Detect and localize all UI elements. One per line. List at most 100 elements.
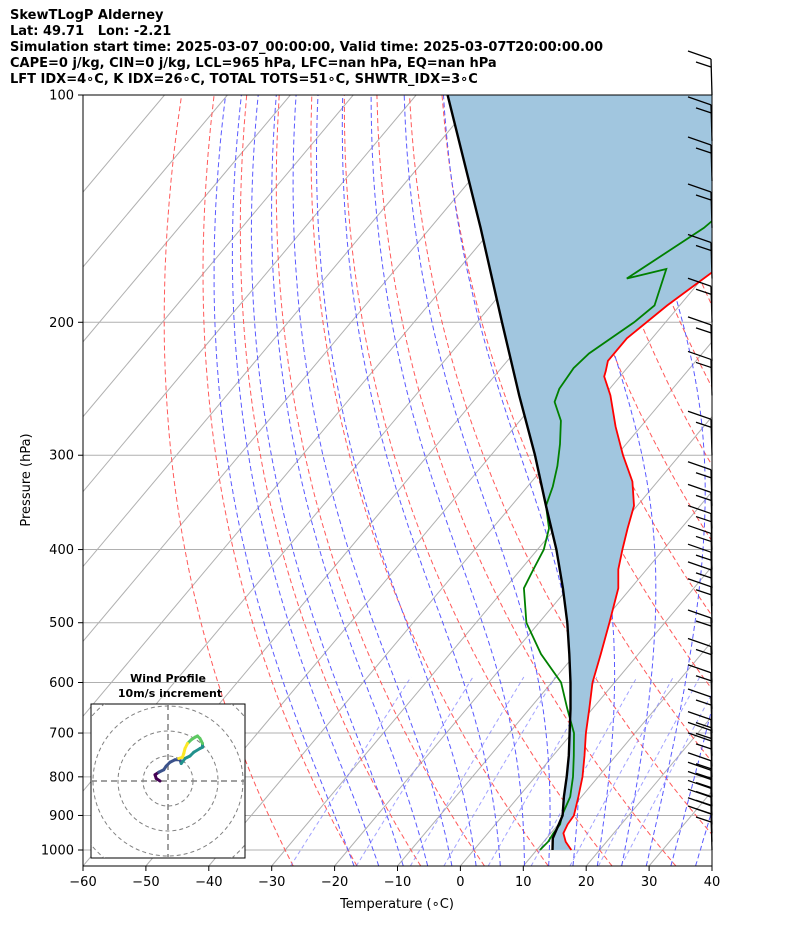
wind-barb bbox=[687, 136, 713, 182]
x-tick-label: −50 bbox=[132, 875, 159, 890]
temperature-line bbox=[562, 271, 712, 851]
wind-barb bbox=[687, 277, 713, 323]
y-tick-label: 900 bbox=[49, 809, 74, 824]
isotherm-line bbox=[334, 415, 712, 866]
isotherm-line bbox=[83, 95, 291, 343]
figure-header: SkewTLogP Alderney Lat: 49.71 Lon: -2.21… bbox=[10, 8, 603, 88]
moist-adiabat-line bbox=[250, 95, 404, 866]
x-axis-ticks: −60 −50 −40 −30 −20 −10 0 10 20 30 40 bbox=[69, 866, 720, 890]
y-axis-ticks: 100 200 300 400 500 600 700 800 900 1000 bbox=[41, 89, 83, 859]
x-tick-label: 10 bbox=[515, 875, 532, 890]
wind-barb bbox=[687, 50, 713, 96]
shaded-area bbox=[447, 95, 712, 850]
moist-adiabat-line bbox=[213, 95, 355, 866]
moist-adiabat-line bbox=[271, 95, 429, 866]
skewt-grid bbox=[83, 95, 794, 866]
x-tick-label: 40 bbox=[704, 875, 721, 890]
moist-adiabat-line bbox=[315, 95, 477, 866]
hodograph-segment bbox=[177, 755, 184, 760]
wind-barb bbox=[687, 637, 713, 683]
dry-adiabat-line bbox=[768, 95, 794, 866]
moist-adiabat-line bbox=[370, 95, 525, 866]
isotherm-line bbox=[83, 95, 228, 268]
header-indices: LFT IDX=4∘C, K IDX=26∘C, TOTAL TOTS=51∘C… bbox=[10, 72, 478, 87]
y-tick-label: 400 bbox=[49, 543, 74, 558]
cape-cin-shading bbox=[447, 95, 712, 850]
x-tick-label: 0 bbox=[456, 875, 464, 890]
y-tick-label: 600 bbox=[49, 676, 74, 691]
moist-adiabat-line bbox=[620, 95, 706, 866]
isotherm-line bbox=[711, 865, 712, 866]
hodograph-subtitle: 10m/s increment bbox=[118, 687, 222, 700]
isotherm-line bbox=[775, 95, 794, 866]
moist-adiabat-line bbox=[548, 95, 657, 866]
wind-barb bbox=[687, 688, 713, 734]
profile-lines bbox=[446, 95, 712, 851]
hodograph-trace bbox=[153, 734, 204, 783]
isotherm-line bbox=[83, 95, 543, 643]
moist-adiabat-line bbox=[403, 95, 551, 866]
isotherm-line bbox=[585, 715, 712, 866]
wind-barbs bbox=[687, 50, 713, 851]
mixing-ratio-line bbox=[409, 676, 525, 866]
x-tick-label: −10 bbox=[384, 875, 411, 890]
wind-barb bbox=[687, 96, 713, 141]
header-title: SkewTLogP Alderney bbox=[10, 8, 164, 23]
hodograph-inset: Wind Profile 10m/s increment bbox=[90, 672, 246, 859]
moist-adiabat-line bbox=[745, 95, 794, 866]
x-axis-label: Temperature (∘C) bbox=[339, 897, 454, 912]
isotherm-line bbox=[83, 95, 480, 568]
wind-barb bbox=[687, 664, 713, 709]
y-tick-label: 100 bbox=[49, 89, 74, 104]
wind-barb bbox=[687, 561, 713, 606]
x-tick-label: −40 bbox=[195, 875, 222, 890]
isotherm-line bbox=[397, 490, 712, 866]
hodograph-ring bbox=[117, 730, 219, 832]
mixing-ratio-line bbox=[355, 676, 474, 866]
x-tick-label: −60 bbox=[69, 875, 96, 890]
moist-adiabat-line bbox=[341, 95, 501, 866]
dry-adiabat-line bbox=[702, 95, 712, 127]
y-tick-label: 300 bbox=[49, 449, 74, 464]
header-times: Simulation start time: 2025-03-07_00:00:… bbox=[10, 40, 603, 55]
dry-adiabat-line bbox=[735, 95, 794, 866]
mixing-ratio-line bbox=[620, 692, 712, 866]
y-tick-label: 800 bbox=[49, 770, 74, 785]
y-tick-label: 700 bbox=[49, 727, 74, 742]
mixing-ratio-line bbox=[597, 676, 701, 866]
moist-adiabat-line bbox=[720, 95, 794, 866]
wind-barb bbox=[687, 183, 713, 228]
y-tick-label: 500 bbox=[49, 616, 74, 631]
mixing-ratio-line bbox=[443, 676, 556, 866]
wind-barb bbox=[687, 233, 713, 279]
mixing-ratio-line bbox=[569, 676, 674, 866]
header-location: Lat: 49.71 Lon: -2.21 bbox=[10, 24, 172, 39]
isotherm-line bbox=[83, 95, 417, 493]
y-tick-label: 200 bbox=[49, 316, 74, 331]
moist-adiabat-line bbox=[231, 95, 380, 866]
x-tick-label: −20 bbox=[321, 875, 348, 890]
dry-adiabat-line bbox=[376, 95, 677, 866]
mixing-ratio-line bbox=[290, 676, 412, 866]
isotherm-line bbox=[83, 95, 354, 418]
wind-barb bbox=[687, 609, 713, 654]
isotherm-line bbox=[522, 640, 712, 866]
wind-barb bbox=[687, 461, 713, 506]
dry-adiabat-line bbox=[310, 95, 549, 866]
x-tick-label: 20 bbox=[578, 875, 595, 890]
x-tick-label: 30 bbox=[641, 875, 658, 890]
dry-adiabat-line bbox=[539, 95, 712, 543]
dry-adiabat-line bbox=[202, 95, 358, 866]
y-axis-label: Pressure (hPa) bbox=[19, 433, 34, 526]
wind-barb bbox=[687, 410, 713, 456]
y-tick-label: 1000 bbox=[41, 844, 74, 859]
moist-adiabat-line bbox=[292, 95, 453, 866]
hodograph-rings bbox=[91, 704, 245, 858]
hodograph-title: Wind Profile bbox=[130, 672, 206, 685]
wind-barb bbox=[687, 316, 713, 361]
parcel-path-line bbox=[446, 95, 572, 851]
x-tick-label: −30 bbox=[258, 875, 285, 890]
dry-adiabat-line bbox=[163, 95, 294, 866]
wind-barb bbox=[687, 350, 713, 396]
